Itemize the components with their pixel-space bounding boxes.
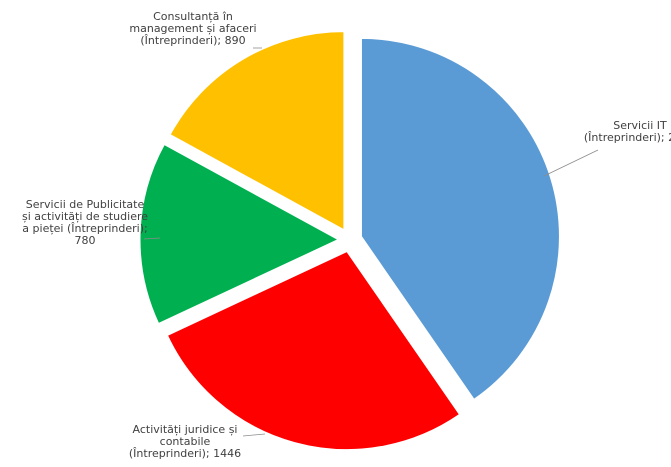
leader-line-3 bbox=[143, 237, 161, 240]
pie-slice-1 bbox=[360, 37, 560, 401]
leader-line-2 bbox=[242, 433, 266, 437]
leader-lines bbox=[143, 47, 599, 437]
pie-slices bbox=[139, 31, 560, 451]
data-labels: Servicii IT(Întreprinderi); 2110 Activită… bbox=[22, 10, 671, 460]
data-label-2: Activități juridice și contabile (Întrepri… bbox=[129, 423, 241, 460]
data-label-1: Servicii IT(Întreprinderi); 2110 bbox=[584, 119, 671, 144]
data-label-3: Servicii de Publicitate și activități de … bbox=[22, 198, 148, 247]
data-label-4: Consultanță în management și afaceri (Într… bbox=[129, 10, 256, 47]
pie-slice-2 bbox=[166, 250, 461, 451]
pie-slice-4 bbox=[169, 31, 345, 231]
pie-slice-3 bbox=[139, 143, 340, 325]
leader-line-1 bbox=[543, 149, 599, 177]
